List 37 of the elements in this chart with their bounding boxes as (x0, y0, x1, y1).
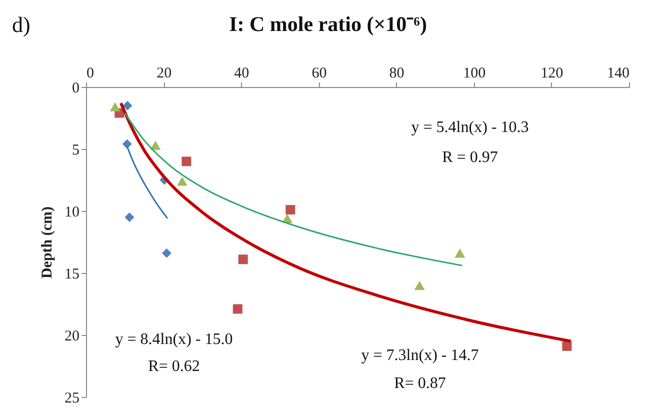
point (414, 280, 425, 290)
point (562, 341, 572, 351)
x-tick-label: 20 (156, 66, 172, 82)
text: d) (12, 12, 30, 37)
y-axis-title: Depth (cm) (40, 206, 56, 279)
y-tick-label: 15 (64, 266, 80, 282)
annotation: y = 8.4ln(x) - 15.0 (115, 331, 233, 348)
point (238, 254, 248, 264)
x-tick-label: 120 (540, 66, 564, 82)
point (176, 176, 188, 186)
point (286, 205, 296, 215)
x-tick-label: 80 (389, 66, 404, 82)
y-tick-label: 25 (64, 390, 80, 406)
annotation: y = 5.4ln(x) - 10.3 (411, 119, 529, 136)
chart-title: I: C mole ratio (×10⁻⁶) (229, 12, 427, 36)
x-tick-label: 140 (607, 66, 630, 82)
point (150, 140, 161, 150)
x-tick-label: 0 (86, 66, 94, 82)
point (454, 248, 466, 258)
point (232, 304, 242, 314)
point (162, 248, 172, 258)
y-tick-label: 0 (72, 80, 80, 96)
point (122, 100, 132, 110)
point (124, 212, 134, 222)
x-tick-label: 60 (312, 66, 327, 82)
y-tick-label: 10 (64, 204, 80, 220)
annotation: y = 7.3ln(x) - 14.7 (361, 347, 479, 364)
annotation: R= 0.87 (394, 375, 446, 392)
x-tick-label: 40 (234, 66, 250, 82)
y-tick-label: 5 (72, 142, 80, 158)
point (122, 139, 132, 149)
point (182, 156, 192, 166)
annotation: R = 0.97 (442, 149, 498, 166)
point (110, 102, 120, 112)
x-tick-label: 100 (463, 66, 486, 82)
y-tick-label: 20 (64, 328, 80, 344)
annotation: R= 0.62 (148, 358, 200, 375)
